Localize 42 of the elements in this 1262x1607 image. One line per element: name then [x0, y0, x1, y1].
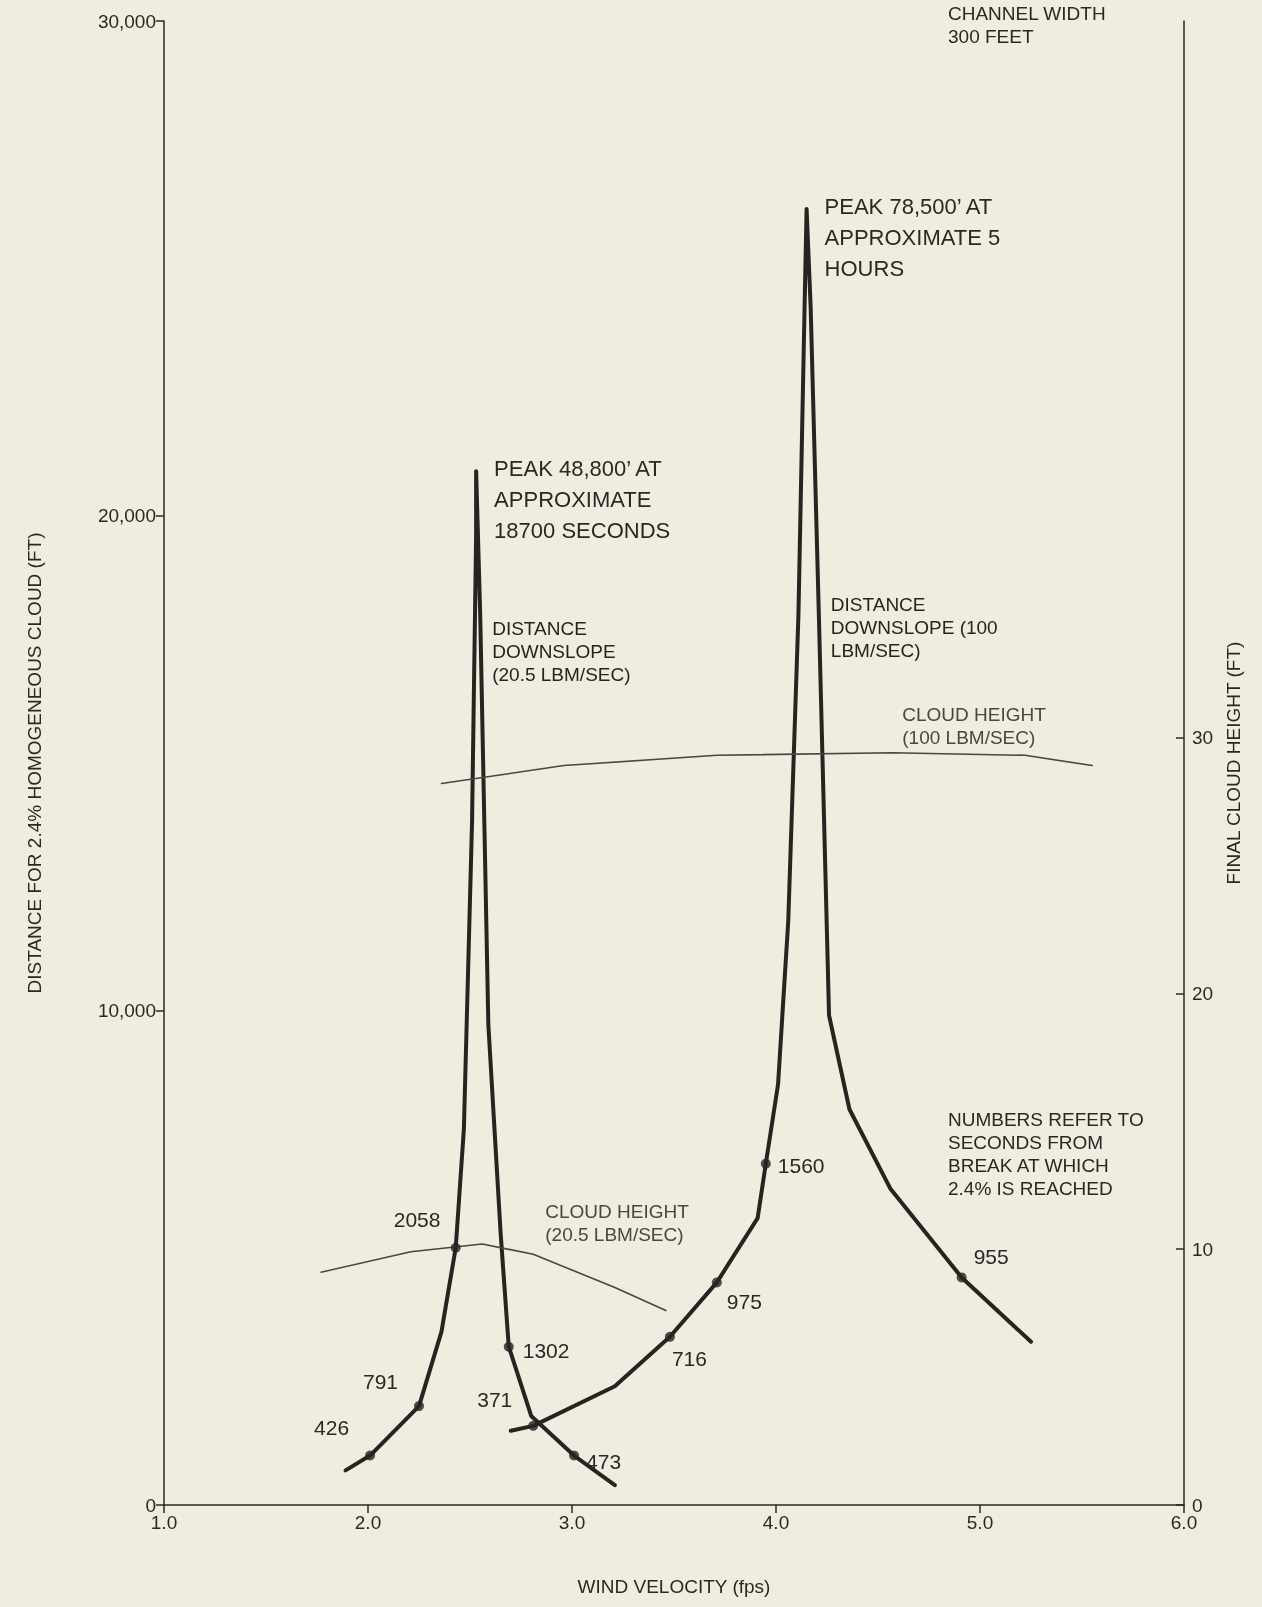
- annotation: 371: [477, 1387, 513, 1411]
- point: [956, 1272, 967, 1283]
- x-tick-label: 2.0: [354, 1512, 382, 1533]
- annotation: CHANNEL WIDTH 300 FEET: [948, 3, 1106, 47]
- x-tick-label: 3.0: [558, 1512, 586, 1533]
- annotation: 716: [671, 1346, 707, 1370]
- series-label: CLOUD HEIGHT (20.5 LBM/SEC): [545, 1201, 690, 1246]
- annotation: NUMBERS REFER TO SECONDS FROM BREAK AT WHICH 2.4% IS REACHED: [948, 1109, 1144, 1199]
- point: [414, 1401, 424, 1412]
- y2-tick-label: 20: [1192, 982, 1214, 1004]
- y-tick-label: 30,000: [97, 10, 156, 32]
- annotation: 955: [973, 1245, 1009, 1269]
- y2-tick-label: 30: [1192, 726, 1214, 748]
- y-tick-label: 10,000: [97, 999, 156, 1021]
- y-tick-label: 20,000: [97, 505, 156, 527]
- annotation: 791: [363, 1370, 399, 1394]
- point: [503, 1341, 514, 1352]
- series-label: DISTANCE DOWNSLOPE (100 LBM/SEC): [830, 593, 998, 661]
- line-series: [320, 1243, 667, 1312]
- x-axis-title: WIND VELOCITY (fps): [577, 1576, 771, 1597]
- point: [711, 1277, 722, 1288]
- y2-tick-label: 10: [1192, 1238, 1214, 1260]
- point: [569, 1450, 580, 1461]
- y-axis-title: DISTANCE FOR 2.4% HOMOGENEOUS CLOUD (FT): [24, 532, 45, 994]
- annotation: 975: [726, 1290, 762, 1314]
- x-tick-label: 5.0: [966, 1512, 994, 1533]
- annotation: 2058: [393, 1207, 441, 1231]
- series-label: DISTANCE DOWNSLOPE (20.5 LBM/SEC): [492, 617, 631, 685]
- y2-axis-title: FINAL CLOUD HEIGHT (FT): [1223, 641, 1245, 885]
- point: [528, 1420, 539, 1431]
- annotation: PEAK 48,800’ AT APPROXIMATE 18700 SECONDS: [494, 456, 671, 544]
- series-label: CLOUD HEIGHT (100 LBM/SEC): [902, 703, 1047, 748]
- annotation: 1302: [522, 1338, 570, 1362]
- point: [760, 1158, 771, 1169]
- point: [450, 1242, 461, 1253]
- point: [365, 1450, 376, 1461]
- annotation: PEAK 78,500’ AT APPROXIMATE 5 HOURS: [824, 193, 1001, 281]
- annotation: 426: [314, 1415, 350, 1439]
- x-tick-label: 4.0: [762, 1512, 790, 1533]
- point: [664, 1331, 675, 1342]
- annotation: 1560: [777, 1153, 825, 1177]
- line-series: [440, 751, 1093, 785]
